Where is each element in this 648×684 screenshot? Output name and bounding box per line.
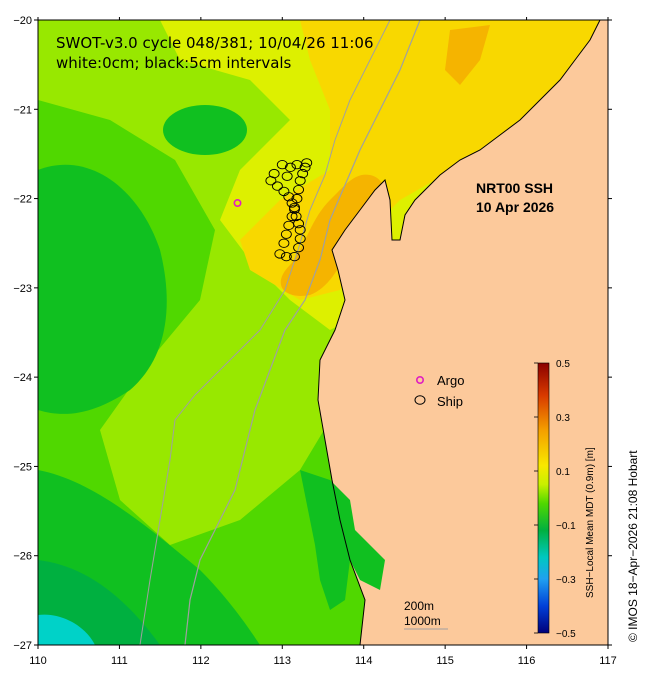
ship-marker <box>294 234 306 244</box>
argo-marker <box>233 199 242 208</box>
y-tick-label: −21 <box>13 104 32 116</box>
x-tick-label: 116 <box>518 655 536 667</box>
colorbar-tick-label: 0.3 <box>556 413 570 424</box>
map-field <box>38 20 608 645</box>
y-tick-label: −27 <box>13 640 32 652</box>
ship-marker <box>283 220 295 231</box>
argo-legend-icon <box>415 375 424 384</box>
ship-marker <box>281 171 293 181</box>
scale-1000m: 1000m <box>404 614 441 628</box>
colorbar <box>537 362 550 634</box>
ssh-cyan-corner <box>38 614 95 645</box>
colorbar-tick-label: −0.3 <box>556 575 576 586</box>
y-tick-label: −26 <box>13 551 32 563</box>
ship-marker <box>280 229 292 239</box>
colorbar-tick-label: 0.1 <box>556 467 570 478</box>
shark-bay-water <box>300 470 385 610</box>
ship-marker <box>301 158 313 168</box>
x-tick-label: 115 <box>436 655 454 667</box>
ship-marker <box>289 202 300 213</box>
ship-marker <box>290 211 302 222</box>
contour-1000m <box>184 20 421 645</box>
y-tick-label: −25 <box>13 461 32 473</box>
ship-marker <box>294 225 306 235</box>
header-line2: white:0cm; black:5cm intervals <box>56 54 292 72</box>
ssh-green-west <box>38 164 167 414</box>
ship-marker <box>286 211 298 222</box>
product-title: NRT00 SSH <box>476 180 553 196</box>
land-mass <box>318 20 608 645</box>
x-tick-label: 113 <box>274 655 292 667</box>
x-tick-label: 112 <box>192 655 210 667</box>
plot-frame <box>37 19 609 646</box>
legend-ship-label: Ship <box>437 394 463 409</box>
x-axis: 110 111 112 113 114 115 116 117 <box>29 17 617 667</box>
colorbar-ticks: 0.5 0.3 0.1 −0.1 −0.3 −0.5 <box>534 359 576 640</box>
ship-marker <box>294 176 306 186</box>
colorbar-tick-label: −0.5 <box>556 629 576 640</box>
y-tick-label: −24 <box>13 372 32 384</box>
ship-legend-icon <box>414 395 426 405</box>
ship-marker <box>299 162 311 172</box>
y-tick-label: −23 <box>13 283 32 295</box>
header-line1: SWOT-v3.0 cycle 048/381; 10/04/26 11:06 <box>56 34 374 52</box>
ssh-orange-anomaly <box>280 174 385 296</box>
legend: Argo Ship <box>414 373 464 409</box>
ship-marker <box>278 238 290 248</box>
ship-marker <box>280 251 292 262</box>
copyright: © IMOS 18−Apr−2026 21:08 Hobart <box>626 450 640 642</box>
contour-200m <box>139 20 391 645</box>
colorbar-tick-label: 0.5 <box>556 359 570 370</box>
legend-argo-label: Argo <box>437 373 464 388</box>
y-tick-label: −20 <box>13 15 32 27</box>
coastline <box>317 20 608 645</box>
ssh-orange-north <box>445 25 490 85</box>
x-tick-label: 110 <box>29 655 47 667</box>
ship-marker <box>293 243 305 253</box>
ship-marker <box>283 192 295 202</box>
markers-layer <box>233 158 313 262</box>
ship-marker <box>276 159 288 170</box>
ship-marker <box>291 193 303 204</box>
colorbar-label: SSH−Local Mean MDT (0.9m) [m] <box>585 447 596 598</box>
ship-marker <box>274 249 286 259</box>
ship-marker <box>289 251 300 262</box>
x-tick-label: 114 <box>355 655 373 667</box>
ship-marker <box>293 184 305 195</box>
y-tick-label: −22 <box>13 194 32 206</box>
ship-marker <box>271 181 283 191</box>
ship-marker <box>268 168 280 179</box>
scale-200m: 200m <box>404 599 434 613</box>
colorbar-tick-label: −0.1 <box>556 521 576 532</box>
ssh-green-eddy <box>163 105 247 155</box>
product-date: 10 Apr 2026 <box>476 199 554 215</box>
x-tick-label: 117 <box>599 655 617 667</box>
y-axis: −20 −21 −22 −23 −24 −25 −26 −27 <box>13 15 612 652</box>
ship-marker <box>297 168 309 179</box>
x-tick-label: 111 <box>111 655 128 667</box>
ship-marker <box>284 162 296 172</box>
